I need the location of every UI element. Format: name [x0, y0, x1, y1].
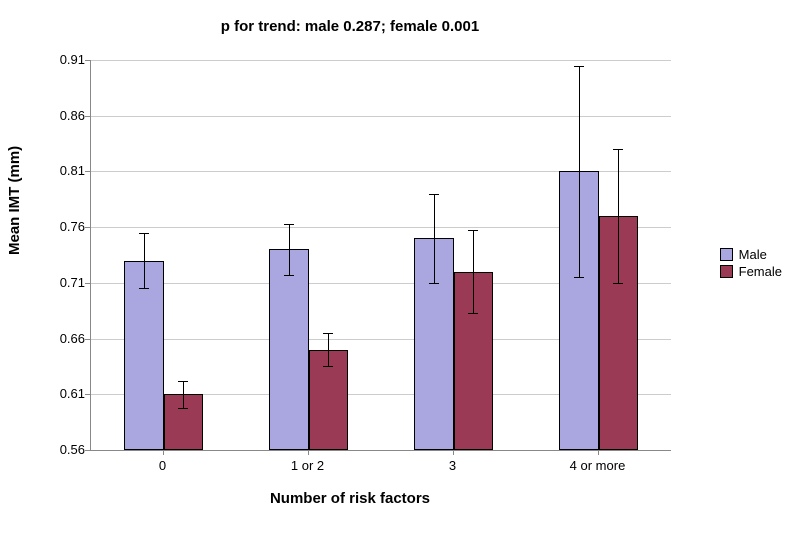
error-bar-cap: [468, 313, 478, 314]
y-tick-mark: [85, 227, 90, 228]
error-bar-line: [473, 230, 474, 312]
gridline: [91, 116, 671, 117]
error-bar-cap: [139, 233, 149, 234]
x-tick-label: 0: [113, 458, 213, 473]
y-tick-mark: [85, 394, 90, 395]
error-bar-cap: [574, 66, 584, 67]
gridline: [91, 60, 671, 61]
error-bar-line: [328, 333, 329, 366]
y-tick-mark: [85, 116, 90, 117]
error-bar-line: [289, 224, 290, 275]
error-bar-line: [144, 233, 145, 289]
x-tick-label: 1 or 2: [258, 458, 358, 473]
error-bar-cap: [139, 288, 149, 289]
legend-swatch: [720, 265, 733, 278]
error-bar-cap: [323, 366, 333, 367]
legend: Male Female: [720, 245, 782, 281]
y-tick-mark: [85, 171, 90, 172]
y-tick-mark: [85, 283, 90, 284]
error-bar-cap: [178, 381, 188, 382]
error-bar-cap: [429, 283, 439, 284]
y-tick-mark: [85, 60, 90, 61]
error-bar-cap: [284, 275, 294, 276]
y-tick-label: 0.81: [50, 163, 85, 178]
x-axis-label: Number of risk factors: [0, 490, 700, 507]
plot-area: [90, 60, 671, 451]
y-tick-label: 0.66: [50, 331, 85, 346]
error-bar-line: [183, 381, 184, 408]
chart-container: p for trend: male 0.287; female 0.001 Me…: [0, 0, 800, 538]
chart-title: p for trend: male 0.287; female 0.001: [0, 18, 700, 35]
x-tick-mark: [453, 450, 454, 455]
y-tick-label: 0.71: [50, 275, 85, 290]
y-tick-label: 0.91: [50, 52, 85, 67]
y-axis-label: Mean IMT (mm): [6, 146, 23, 255]
error-bar-cap: [323, 333, 333, 334]
x-tick-mark: [308, 450, 309, 455]
error-bar-line: [618, 149, 619, 283]
x-tick-label: 3: [403, 458, 503, 473]
legend-item: Male: [720, 247, 782, 262]
error-bar-cap: [468, 230, 478, 231]
error-bar-cap: [613, 149, 623, 150]
error-bar-line: [579, 66, 580, 278]
error-bar-cap: [429, 194, 439, 195]
legend-label: Male: [739, 247, 767, 262]
x-tick-label: 4 or more: [548, 458, 648, 473]
error-bar-cap: [284, 224, 294, 225]
legend-item: Female: [720, 264, 782, 279]
bar: [269, 249, 309, 450]
y-tick-label: 0.76: [50, 219, 85, 234]
y-tick-mark: [85, 450, 90, 451]
y-tick-label: 0.61: [50, 386, 85, 401]
x-tick-mark: [163, 450, 164, 455]
y-tick-mark: [85, 339, 90, 340]
legend-swatch: [720, 248, 733, 261]
error-bar-cap: [613, 283, 623, 284]
error-bar-cap: [574, 277, 584, 278]
legend-label: Female: [739, 264, 782, 279]
y-tick-label: 0.86: [50, 108, 85, 123]
error-bar-cap: [178, 408, 188, 409]
y-tick-label: 0.56: [50, 442, 85, 457]
x-tick-mark: [598, 450, 599, 455]
error-bar-line: [434, 194, 435, 283]
